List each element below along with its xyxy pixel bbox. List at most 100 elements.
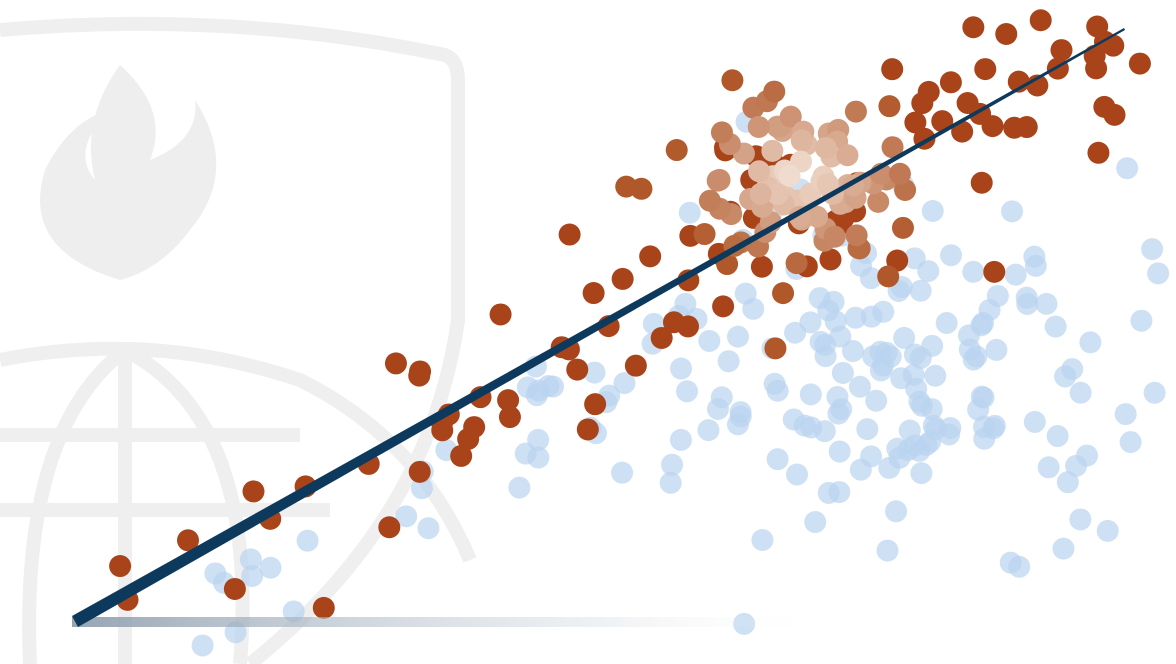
dot <box>457 427 480 450</box>
dot <box>1085 57 1108 80</box>
dot <box>845 224 868 247</box>
dot <box>712 295 735 318</box>
dot <box>872 354 895 377</box>
dot <box>891 216 914 239</box>
flame-icon <box>40 65 217 280</box>
dot <box>779 105 802 128</box>
dot <box>814 136 837 159</box>
dot <box>749 182 772 205</box>
dot <box>1004 263 1027 286</box>
dot <box>1119 431 1142 454</box>
dot <box>962 260 985 283</box>
globe-meridian <box>121 343 250 664</box>
dot <box>409 360 432 383</box>
dot <box>888 446 911 469</box>
dot <box>827 402 850 425</box>
dot <box>378 516 401 539</box>
dot <box>191 634 214 657</box>
dot <box>970 171 993 194</box>
dot <box>785 252 808 275</box>
dot <box>888 162 911 185</box>
dot <box>917 80 940 103</box>
dot <box>828 440 851 463</box>
dot <box>867 190 890 213</box>
dot <box>498 406 521 429</box>
dot <box>890 367 913 390</box>
dot <box>583 361 606 384</box>
dot <box>750 255 773 278</box>
dot <box>410 477 433 500</box>
dot <box>1052 537 1075 560</box>
dot <box>1001 200 1024 223</box>
dot <box>809 330 832 353</box>
dot <box>676 380 699 403</box>
dot <box>872 300 895 323</box>
dot <box>611 461 634 484</box>
dot <box>790 129 813 152</box>
dot <box>1029 9 1052 32</box>
dot <box>1143 381 1166 404</box>
dot <box>829 325 852 348</box>
dot <box>766 448 789 471</box>
dot <box>1069 508 1092 531</box>
dot <box>761 139 784 162</box>
dot <box>1056 471 1079 494</box>
dot <box>763 80 786 103</box>
dot <box>1130 309 1153 332</box>
dot <box>962 16 985 39</box>
dot <box>995 22 1018 45</box>
dot <box>848 375 871 398</box>
dot <box>497 389 520 412</box>
dot <box>983 260 1006 283</box>
dot <box>1128 52 1151 75</box>
dot <box>706 169 729 192</box>
dot <box>893 326 916 349</box>
dot <box>751 528 774 551</box>
dot <box>1093 95 1116 118</box>
dot <box>729 401 752 424</box>
dot <box>865 389 888 412</box>
dot <box>239 548 262 571</box>
dot <box>582 282 605 305</box>
dot <box>778 164 801 187</box>
dot <box>669 428 692 451</box>
dot <box>241 564 264 587</box>
dot <box>727 325 750 348</box>
dot <box>841 340 864 363</box>
dot <box>764 337 787 360</box>
dot <box>836 144 859 167</box>
dot <box>1065 454 1088 477</box>
dot <box>978 299 1001 322</box>
dot <box>1024 254 1047 277</box>
dot <box>921 334 944 357</box>
dot <box>1141 238 1164 261</box>
dot <box>772 282 795 305</box>
dot <box>859 267 882 290</box>
dot <box>924 418 947 441</box>
dot <box>639 245 662 268</box>
dot <box>826 385 849 408</box>
dot <box>242 480 265 503</box>
dot <box>661 453 684 476</box>
dot <box>296 529 319 552</box>
dot <box>910 462 933 485</box>
dot <box>1003 116 1026 139</box>
dot <box>877 265 900 288</box>
dot <box>1069 381 1092 404</box>
dot <box>844 100 867 123</box>
dot <box>734 282 757 305</box>
dot <box>985 338 1008 361</box>
dot <box>935 312 958 335</box>
dot <box>223 577 246 600</box>
dot <box>177 529 200 552</box>
dot <box>384 352 407 375</box>
dot <box>1035 292 1058 315</box>
dot <box>693 223 716 246</box>
dot <box>615 175 638 198</box>
dot <box>924 364 947 387</box>
dot <box>766 183 789 206</box>
dot <box>312 596 335 619</box>
dot <box>849 458 872 481</box>
dot <box>970 385 993 408</box>
dot <box>417 517 440 540</box>
